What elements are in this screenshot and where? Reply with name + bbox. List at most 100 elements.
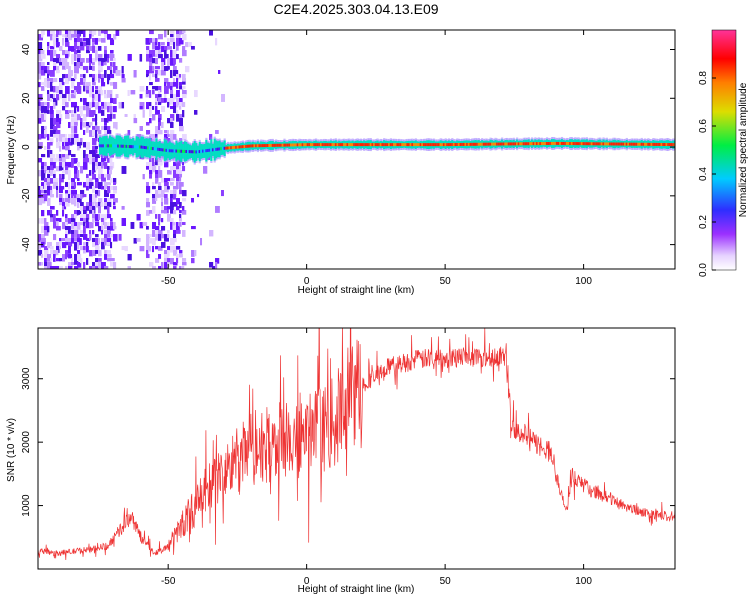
spectrogram-noise-cell (152, 198, 157, 204)
spectrogram-noise-cell (56, 194, 59, 198)
spectrogram-noise-cell (167, 186, 170, 190)
spectrogram-noise-cell (167, 38, 170, 43)
spectrogram-noise-cell (74, 238, 79, 242)
spectrogram-band-core (637, 142, 640, 146)
spectrogram-noise-cell (158, 170, 163, 178)
spectrogram-noise-cell (53, 34, 58, 38)
spectrogram-noise-cell (50, 190, 53, 198)
spectrogram-noise-cell (95, 54, 98, 61)
spectrogram-band-core (421, 143, 424, 147)
spectrogram-noise-cell (65, 198, 70, 203)
spectrogram-band-core (456, 143, 459, 147)
spectrogram-noise-cell (158, 266, 162, 269)
spectrogram-noise-cell (83, 66, 88, 71)
spectrogram-noise-cell (92, 238, 96, 246)
spectrogram-noise-cell (110, 262, 115, 267)
spectrogram-noise-cell (170, 130, 175, 137)
spectrogram-noise-cell (77, 30, 81, 37)
spectrogram-band-core (276, 143, 279, 147)
spectrogram-noise-cell (110, 242, 113, 249)
spectrogram-band-core (135, 145, 138, 149)
spectrogram-noise-cell (44, 254, 49, 258)
spectrogram-noise-cell (44, 178, 49, 186)
spectrogram-noise-cell (176, 98, 181, 106)
spectrogram-noise-cell (38, 218, 41, 224)
spectrogram-band-core (211, 148, 215, 152)
spectrogram-noise-cell (121, 102, 125, 109)
spectrogram-band-core (361, 143, 364, 147)
spectrogram-noise-cell (104, 190, 109, 198)
spectrogram-noise-cell (68, 226, 71, 234)
spectrogram-band-core (427, 143, 431, 147)
spectrogram-noise-cell (170, 70, 173, 78)
spectrogram-band-core (98, 144, 102, 148)
spectrogram-band-core (532, 142, 535, 146)
spectrogram-noise-cell (47, 66, 50, 71)
spectrogram-noise-cell (209, 134, 213, 141)
spectrogram-band-core (177, 149, 180, 153)
spectrogram-noise-cell (92, 62, 95, 66)
spectrogram-noise-cell (47, 170, 50, 174)
spectrogram-band-core (324, 143, 328, 147)
spectrogram-noise-cell (56, 246, 60, 253)
spectrogram-noise-cell (74, 266, 79, 269)
spectrogram-noise-cell (152, 66, 155, 71)
spectrogram-noise-cell (77, 234, 80, 241)
spectrogram-noise-cell (139, 54, 143, 62)
spectrogram-band-core (668, 143, 672, 147)
spectrogram-noise-cell (173, 42, 176, 50)
spectrogram-noise-cell (149, 74, 152, 81)
spectrogram-noise-cell (110, 258, 115, 262)
spectrogram-noise-cell (38, 118, 42, 124)
spectrogram-noise-cell (80, 222, 85, 226)
spectrogram-noise-cell (167, 206, 172, 210)
spectrogram-noise-cell (130, 90, 136, 95)
spectrogram-band-core (569, 142, 572, 146)
spectrogram-noise-cell (155, 198, 158, 202)
spectrogram-noise-cell (62, 134, 67, 138)
spectrogram-noise-cell (215, 38, 218, 46)
spectrogram-noise-cell (47, 190, 52, 196)
spectrogram-noise-cell (59, 118, 62, 125)
spectrogram-band-core (326, 143, 329, 147)
spectrogram-noise-cell (107, 182, 112, 186)
spectrogram-noise-cell (107, 186, 111, 194)
spectrogram-noise-cell (83, 234, 88, 240)
spectrogram-noise-cell (170, 30, 175, 38)
spectrogram-band-core (627, 142, 630, 146)
spectrogram-noise-cell (59, 86, 63, 90)
spectrogram-noise-cell (110, 162, 115, 169)
spectrogram-noise-cell (170, 114, 175, 121)
spectrogram-band-core (444, 143, 447, 147)
spectrogram-noise-cell (50, 82, 53, 90)
spectrogram-noise-cell (92, 78, 95, 84)
spectrogram-noise-cell (59, 62, 64, 66)
spectrogram-noise-cell (146, 162, 150, 170)
spectrogram-noise-cell (44, 78, 49, 84)
spectrogram-band-core (293, 143, 296, 147)
spectrogram-noise-cell (170, 202, 174, 208)
spectrogram-noise-cell (95, 146, 98, 150)
colorbar-tick-label: 0.2 (698, 215, 709, 229)
spectrogram-band-core (414, 143, 417, 147)
spectrogram-noise-cell (77, 38, 81, 45)
spectrogram-noise-cell (176, 46, 179, 51)
spectrogram-band-core (630, 142, 633, 146)
spectrogram-band-core (339, 143, 343, 147)
spectrogram-noise-cell (50, 150, 53, 156)
spectrogram-band-core (516, 142, 519, 146)
spectrogram-noise-cell (50, 30, 55, 37)
spectrogram-noise-cell (101, 222, 104, 229)
spectrogram-noise-cell (83, 218, 87, 224)
spectrogram-noise-cell (92, 198, 97, 204)
spectrogram-noise-cell (121, 246, 126, 251)
spectrogram-noise-cell (155, 106, 158, 114)
spectrogram-band-core (419, 143, 422, 147)
spectrogram-noise-cell (146, 102, 151, 110)
spectrogram-band-core (379, 143, 382, 147)
spectrogram-band-core (280, 143, 283, 147)
spectrogram-band-core (142, 145, 145, 149)
spectrogram-noise-cell (113, 34, 117, 40)
spectrogram-noise-cell (74, 38, 78, 44)
spectrogram-noise-cell (38, 142, 43, 147)
